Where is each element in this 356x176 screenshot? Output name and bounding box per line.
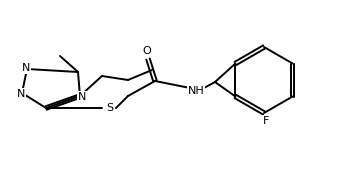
Text: F: F bbox=[263, 116, 269, 126]
Text: N: N bbox=[17, 89, 25, 99]
Text: N: N bbox=[22, 63, 30, 73]
Text: N: N bbox=[78, 92, 86, 102]
Text: NH: NH bbox=[188, 86, 204, 96]
Text: S: S bbox=[106, 103, 114, 113]
Text: O: O bbox=[143, 46, 151, 56]
